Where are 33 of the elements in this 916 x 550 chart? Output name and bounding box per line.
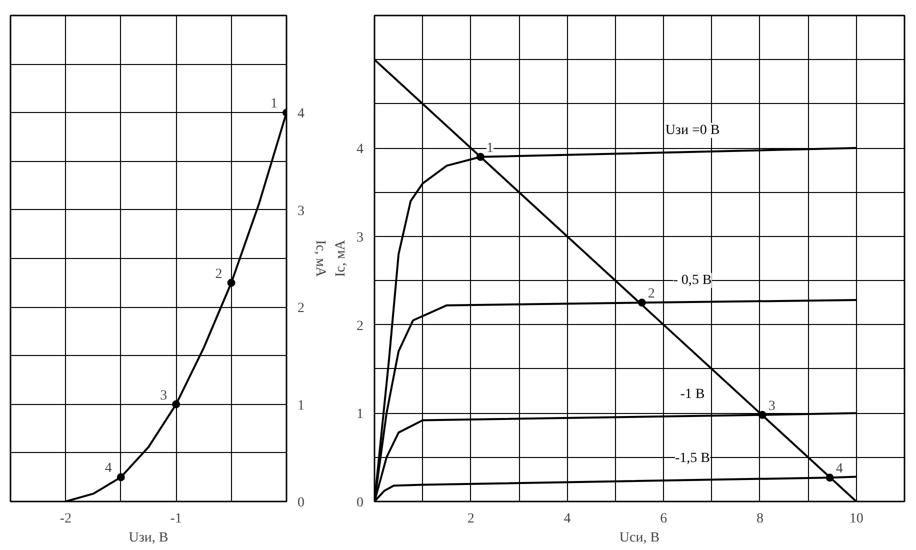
- series-label: Uзи =0 В: [665, 122, 720, 138]
- series-label: - 0,5 В: [673, 273, 712, 288]
- series-label: -1 В: [680, 386, 705, 402]
- annotation: 1: [486, 140, 494, 156]
- y-tick-label: 0: [298, 496, 304, 510]
- y-tick-label: 3: [298, 204, 304, 219]
- x-axis-title: Uси, В: [619, 530, 660, 546]
- annotation: 3: [768, 398, 776, 414]
- annotation: 2: [648, 286, 655, 302]
- annotation: 4: [836, 462, 843, 477]
- y-axis-title: Iс, мА: [312, 240, 328, 278]
- y-tick-label: 0: [356, 496, 364, 510]
- annotation: 2: [215, 266, 222, 282]
- x-tick-label: 4: [564, 512, 571, 526]
- x-tick-label: 2: [467, 512, 474, 526]
- series-label: -1,5 В: [675, 451, 710, 466]
- y-tick-label: 2: [298, 301, 304, 316]
- x-axis-title: Uзи, В: [128, 530, 168, 546]
- x-tick-label: -1: [170, 512, 182, 526]
- y-tick-label: 4: [298, 106, 304, 122]
- y-axis-title: Iс, мА: [334, 239, 348, 277]
- y-tick-label: 3: [356, 230, 364, 246]
- annotation: 4: [104, 461, 112, 476]
- annotation: 1: [270, 96, 278, 112]
- annotation: 3: [160, 388, 168, 404]
- y-tick-label: 1: [298, 398, 304, 414]
- x-tick-label: 8: [756, 512, 764, 526]
- x-tick-label: 10: [849, 512, 864, 526]
- x-tick-label: -2: [60, 512, 72, 526]
- y-tick-label: 1: [356, 407, 364, 422]
- x-tick-label: 6: [660, 512, 668, 526]
- y-tick-label: 2: [356, 318, 364, 334]
- y-tick-label: 4: [356, 142, 364, 158]
